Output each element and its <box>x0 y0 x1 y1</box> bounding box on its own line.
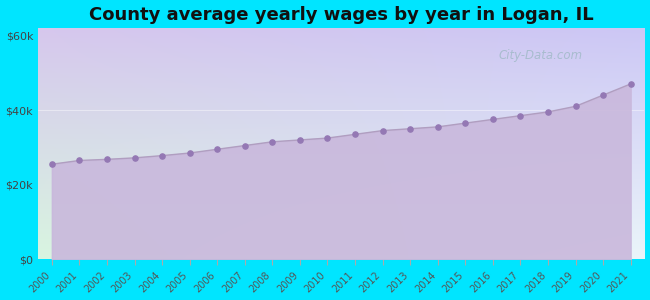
Point <box>570 104 580 109</box>
Point <box>129 155 140 160</box>
Point <box>460 121 471 125</box>
Point <box>185 151 195 155</box>
Point <box>294 137 305 142</box>
Point <box>157 153 167 158</box>
Point <box>350 132 360 137</box>
Point <box>515 113 526 118</box>
Point <box>625 82 636 86</box>
Point <box>267 140 278 144</box>
Text: City-Data.com: City-Data.com <box>499 49 583 62</box>
Point <box>74 158 85 163</box>
Point <box>378 128 388 133</box>
Point <box>432 124 443 129</box>
Point <box>47 162 57 167</box>
Point <box>543 110 553 114</box>
Point <box>322 136 333 140</box>
Point <box>598 93 608 98</box>
Point <box>240 143 250 148</box>
Point <box>102 157 112 162</box>
Title: County average yearly wages by year in Logan, IL: County average yearly wages by year in L… <box>89 6 593 24</box>
Point <box>488 117 498 122</box>
Point <box>212 147 222 152</box>
Point <box>405 126 415 131</box>
